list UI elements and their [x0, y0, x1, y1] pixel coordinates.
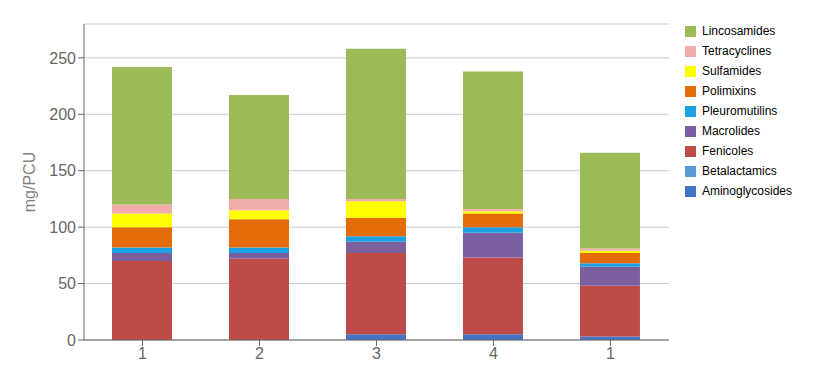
html-text:Lincosamides: Lincosamides [702, 24, 776, 38]
svg-text:4: 4 [489, 345, 498, 362]
svg-text:1: 1 [138, 345, 147, 362]
html-text:Tetracyclines: Tetracyclines [702, 44, 772, 58]
svg-text:3: 3 [372, 345, 381, 362]
svg-text:mg/PCU: mg/PCU [21, 152, 38, 212]
svg-text:0: 0 [67, 332, 76, 349]
html-text:Fenicoles: Fenicoles [702, 144, 754, 158]
svg-text:2: 2 [255, 345, 264, 362]
svg-text:200: 200 [49, 106, 76, 123]
svg-text:100: 100 [49, 219, 76, 236]
html-text:Sulfamides: Sulfamides [702, 64, 762, 78]
svg-text:50: 50 [58, 275, 76, 292]
html-text:Betalactamics: Betalactamics [702, 164, 777, 178]
html-text:Macrolides: Macrolides [702, 124, 760, 138]
svg-text:150: 150 [49, 162, 76, 179]
svg-text:250: 250 [49, 50, 76, 67]
svg-text:1: 1 [606, 345, 615, 362]
html-text:Aminoglycosides: Aminoglycosides [702, 184, 792, 198]
html-text:Polimixins: Polimixins [702, 84, 756, 98]
html-text:Pleuromutilins: Pleuromutilins [702, 104, 778, 118]
